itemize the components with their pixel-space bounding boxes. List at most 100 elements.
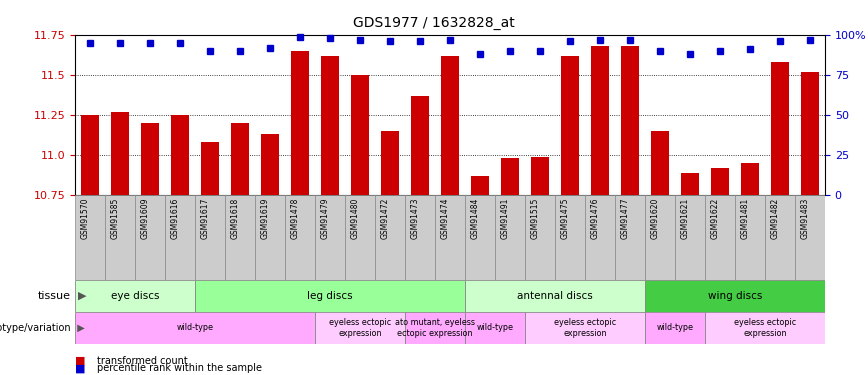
Text: GSM91481: GSM91481 <box>741 198 750 239</box>
Bar <box>765 195 795 280</box>
Text: eyeless ectopic
expression: eyeless ectopic expression <box>733 318 796 338</box>
Text: GSM91483: GSM91483 <box>801 198 810 239</box>
Bar <box>645 312 705 344</box>
Text: eyeless ectopic
expression: eyeless ectopic expression <box>554 318 616 338</box>
Bar <box>201 142 219 195</box>
Bar <box>795 195 825 280</box>
Bar <box>525 195 555 280</box>
Bar <box>375 195 405 280</box>
Bar <box>501 158 519 195</box>
Text: eyeless ectopic
expression: eyeless ectopic expression <box>329 318 391 338</box>
Bar <box>711 168 729 195</box>
Text: GSM91491: GSM91491 <box>501 198 510 239</box>
Text: GSM91585: GSM91585 <box>111 198 120 239</box>
Bar <box>705 195 735 280</box>
Text: GSM91515: GSM91515 <box>531 198 540 239</box>
Text: GSM91621: GSM91621 <box>681 198 690 239</box>
Bar <box>681 172 699 195</box>
Bar <box>435 195 465 280</box>
Text: ▶: ▶ <box>70 291 86 301</box>
Bar <box>495 195 525 280</box>
Bar <box>645 280 825 312</box>
Bar <box>441 56 459 195</box>
Text: GSM91477: GSM91477 <box>621 198 630 239</box>
Text: wild-type: wild-type <box>656 324 694 333</box>
Bar <box>471 176 489 195</box>
Text: ▶: ▶ <box>70 323 84 333</box>
Text: GDS1977 / 1632828_at: GDS1977 / 1632828_at <box>353 16 515 30</box>
Bar <box>381 131 399 195</box>
Text: percentile rank within the sample: percentile rank within the sample <box>96 363 261 373</box>
Bar <box>231 123 249 195</box>
Text: GSM91622: GSM91622 <box>711 198 720 239</box>
Bar <box>315 312 405 344</box>
Text: GSM91619: GSM91619 <box>261 198 270 239</box>
Text: leg discs: leg discs <box>307 291 352 301</box>
Bar <box>81 115 99 195</box>
Bar <box>735 195 765 280</box>
Bar <box>321 56 339 195</box>
Bar <box>675 195 705 280</box>
Bar <box>171 115 189 195</box>
Bar <box>291 51 309 195</box>
Text: GSM91570: GSM91570 <box>81 198 90 239</box>
Bar <box>561 56 579 195</box>
Bar <box>195 195 225 280</box>
Text: GSM91479: GSM91479 <box>321 198 330 239</box>
Text: eye discs: eye discs <box>111 291 159 301</box>
Bar <box>225 195 255 280</box>
Bar <box>315 195 345 280</box>
Bar <box>531 157 549 195</box>
Bar <box>141 123 159 195</box>
Bar <box>75 312 315 344</box>
Text: wild-type: wild-type <box>477 324 514 333</box>
Bar <box>621 46 639 195</box>
Bar <box>465 280 645 312</box>
Text: GSM91480: GSM91480 <box>351 198 360 239</box>
Bar <box>261 134 279 195</box>
Bar <box>585 195 615 280</box>
Text: GSM91472: GSM91472 <box>381 198 390 239</box>
Bar <box>195 280 465 312</box>
Text: transformed count: transformed count <box>96 356 187 366</box>
Text: wild-type: wild-type <box>176 324 214 333</box>
Text: GSM91620: GSM91620 <box>651 198 660 239</box>
Text: GSM91473: GSM91473 <box>411 198 420 239</box>
Bar <box>345 195 375 280</box>
Text: wing discs: wing discs <box>707 291 762 301</box>
Bar <box>351 75 369 195</box>
Bar <box>105 195 135 280</box>
Bar <box>405 312 465 344</box>
Text: GSM91476: GSM91476 <box>591 198 600 239</box>
Text: GSM91616: GSM91616 <box>171 198 180 239</box>
Text: GSM91474: GSM91474 <box>441 198 450 239</box>
Text: GSM91478: GSM91478 <box>291 198 300 239</box>
Text: GSM91617: GSM91617 <box>201 198 210 239</box>
Bar <box>591 46 609 195</box>
Text: GSM91618: GSM91618 <box>231 198 240 239</box>
Text: GSM91482: GSM91482 <box>771 198 780 239</box>
Bar <box>525 312 645 344</box>
Text: ■: ■ <box>75 356 86 366</box>
Bar <box>651 131 669 195</box>
Bar <box>75 280 195 312</box>
Bar <box>165 195 195 280</box>
Bar <box>405 195 435 280</box>
Bar <box>771 62 789 195</box>
Text: antennal discs: antennal discs <box>517 291 593 301</box>
Text: GSM91484: GSM91484 <box>471 198 480 239</box>
Bar <box>411 96 429 195</box>
Text: ■: ■ <box>75 363 86 373</box>
Bar <box>111 112 129 195</box>
Text: tissue: tissue <box>37 291 70 301</box>
Bar <box>285 195 315 280</box>
Text: ato mutant, eyeless
ectopic expression: ato mutant, eyeless ectopic expression <box>395 318 475 338</box>
Text: genotype/variation: genotype/variation <box>0 323 70 333</box>
Bar <box>705 312 825 344</box>
Bar <box>645 195 675 280</box>
Bar <box>75 195 105 280</box>
Bar <box>255 195 285 280</box>
Bar <box>135 195 165 280</box>
Bar <box>615 195 645 280</box>
Bar <box>465 195 495 280</box>
